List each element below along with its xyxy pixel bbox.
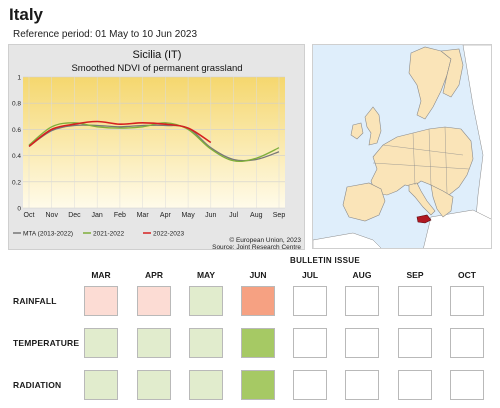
series-line-mta-2013-2022- <box>28 124 280 162</box>
attribution-source: Source: Joint Research Centre <box>212 244 301 251</box>
attribution-copyright: © European Union, 2023 <box>229 236 301 244</box>
indicator-cell-radiation-mar <box>84 370 118 400</box>
series-lines <box>28 120 280 163</box>
plot-area <box>23 77 285 208</box>
row-label-temperature: TEMPERATURE <box>13 338 80 348</box>
indicator-cell-temperature-may <box>189 328 223 358</box>
month-label-jul: JUL <box>301 270 319 280</box>
ndvi-chart-panel: Sicilia (IT) Smoothed NDVI of permanent … <box>8 44 305 251</box>
y-tick-label: 0.6 <box>12 127 21 134</box>
x-tick-label: Oct <box>24 212 35 219</box>
indicator-cell-radiation-jul <box>293 370 327 400</box>
legend-label: MTA (2013-2022) <box>23 231 73 238</box>
indicator-cell-temperature-jul <box>293 328 327 358</box>
y-tick-label: 0 <box>17 206 21 213</box>
y-tick-label: 0.2 <box>12 179 21 186</box>
indicator-cell-rainfall-jul <box>293 286 327 316</box>
great-britain <box>364 106 382 146</box>
month-label-mar: MAR <box>91 270 111 280</box>
indicator-cell-temperature-sep <box>398 328 432 358</box>
y-tick-label: 1 <box>17 75 21 82</box>
country-borders <box>372 126 470 194</box>
month-label-oct: OCT <box>458 270 476 280</box>
month-label-aug: AUG <box>352 270 372 280</box>
italy <box>408 182 436 216</box>
chart-subtitle: Smoothed NDVI of permanent grassland <box>71 63 242 74</box>
indicator-cell-rainfall-oct <box>450 286 484 316</box>
y-tick-label: 0.8 <box>12 101 21 108</box>
europe-map <box>313 45 491 248</box>
x-tick-label: Sep <box>273 212 286 219</box>
grid-lines <box>23 76 285 209</box>
indicator-cell-rainfall-sep <box>398 286 432 316</box>
europe-map-panel <box>312 44 492 249</box>
legend-label: 2022-2023 <box>153 231 184 238</box>
reference-period: Reference period: 01 May to 10 Jun 2023 <box>13 29 198 40</box>
indicator-cell-temperature-jun <box>241 328 275 358</box>
series-line-2021-2022 <box>28 122 280 163</box>
indicator-cell-temperature-apr <box>137 328 171 358</box>
indicator-cell-temperature-oct <box>450 328 484 358</box>
iberian-peninsula <box>342 182 386 222</box>
ireland <box>350 122 364 140</box>
country-title: Italy <box>9 5 44 24</box>
month-label-jun: JUN <box>249 270 267 280</box>
indicator-cell-temperature-mar <box>84 328 118 358</box>
legend-label: 2021-2022 <box>93 231 124 238</box>
indicator-cell-radiation-jun <box>241 370 275 400</box>
x-tick-label: Aug <box>250 212 263 219</box>
x-tick-label: Dec <box>68 212 81 219</box>
chart-region-title: Sicilia (IT) <box>133 49 182 61</box>
month-label-apr: APR <box>145 270 163 280</box>
north-africa <box>313 232 382 248</box>
indicator-cell-rainfall-apr <box>137 286 171 316</box>
series-line-2022-2023 <box>28 120 212 148</box>
x-tick-label: Mar <box>137 212 150 219</box>
x-tick-label: Jul <box>229 212 238 219</box>
y-tick-labels: 0 0.2 0.4 0.6 0.8 1 <box>12 75 21 213</box>
x-tick-label: Nov <box>46 212 59 219</box>
x-tick-label: May <box>181 212 195 219</box>
indicator-cell-rainfall-aug <box>345 286 379 316</box>
indicator-cell-rainfall-jun <box>241 286 275 316</box>
indicator-cell-temperature-aug <box>345 328 379 358</box>
sicilia-highlight <box>416 214 432 224</box>
indicator-cell-radiation-may <box>189 370 223 400</box>
month-label-may: MAY <box>196 270 216 280</box>
bulletin-issue-title: BULLETIN ISSUE <box>290 256 360 265</box>
ndvi-chart: Sicilia (IT) Smoothed NDVI of permanent … <box>12 49 301 251</box>
chart-legend: MTA (2013-2022) 2021-2022 2022-2023 <box>13 231 184 238</box>
indicator-cell-rainfall-mar <box>84 286 118 316</box>
y-tick-label: 0.4 <box>12 153 21 160</box>
x-tick-labels: Oct Nov Dec Jan Feb Mar Apr May Jun Jul Aug Sep <box>24 212 286 219</box>
non-eu-south <box>423 209 491 248</box>
indicator-cell-radiation-aug <box>345 370 379 400</box>
indicator-cell-radiation-oct <box>450 370 484 400</box>
x-tick-label: Feb <box>114 212 126 219</box>
indicator-cell-radiation-sep <box>398 370 432 400</box>
row-label-rainfall: RAINFALL <box>13 296 57 306</box>
x-tick-label: Apr <box>160 212 172 219</box>
x-tick-label: Jun <box>205 212 216 219</box>
x-tick-label: Jan <box>92 212 103 219</box>
indicator-cell-radiation-apr <box>137 370 171 400</box>
indicator-cell-rainfall-may <box>189 286 223 316</box>
row-label-radiation: RADIATION <box>13 380 62 390</box>
balkans <box>430 184 454 218</box>
month-label-sep: SEP <box>406 270 424 280</box>
finland <box>440 48 464 98</box>
